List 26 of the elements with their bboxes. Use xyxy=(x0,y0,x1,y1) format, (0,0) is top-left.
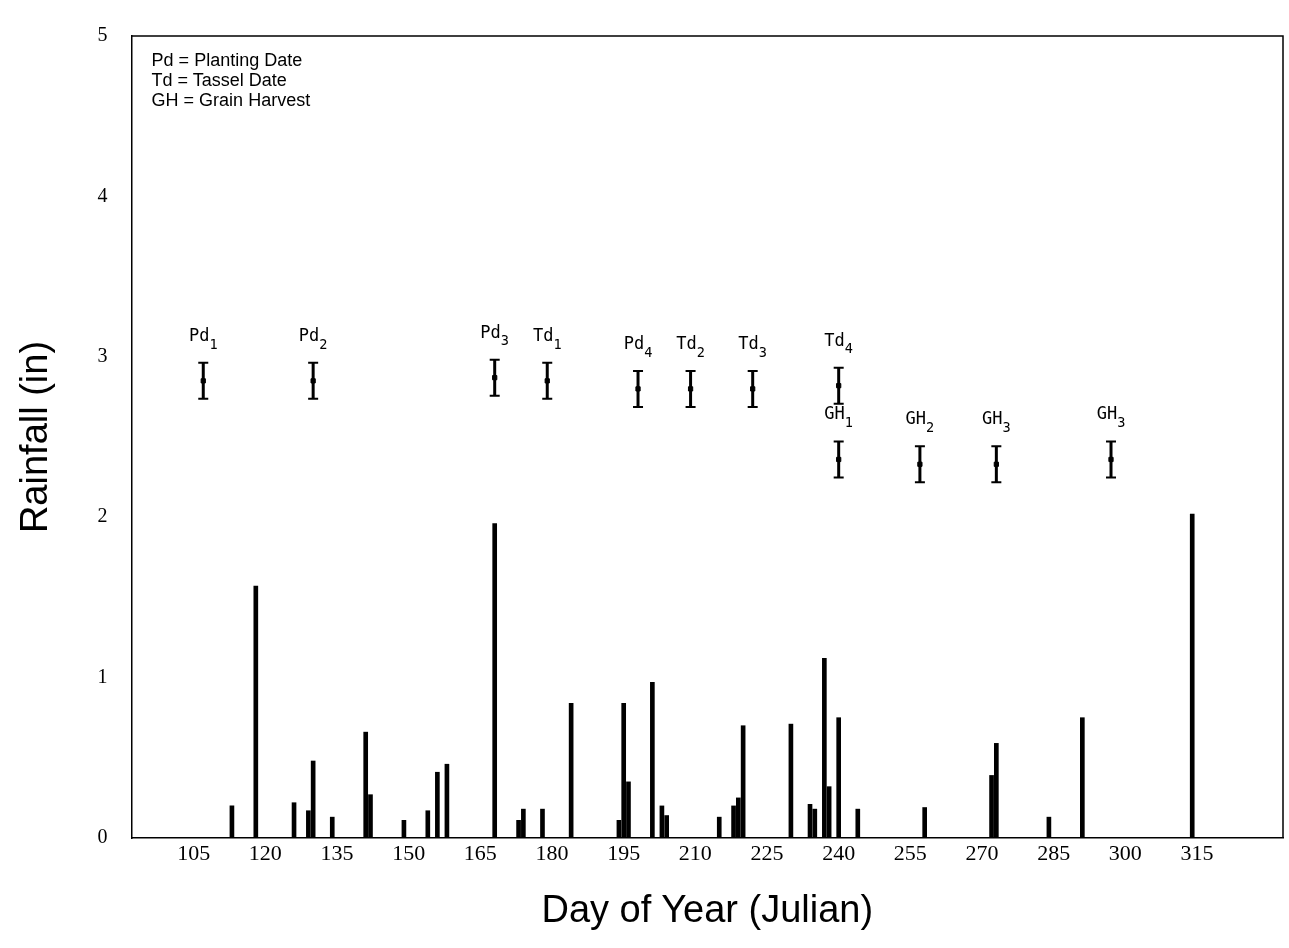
y-tick-label: 3 xyxy=(97,344,108,367)
x-tick-label: 315 xyxy=(1180,839,1214,865)
x-tick-label: 240 xyxy=(822,839,856,865)
annotation: GH = Grain Harvest xyxy=(151,90,311,110)
x-tick-label: 225 xyxy=(750,839,784,865)
y-tick-label: 1 xyxy=(97,664,108,687)
x-tick-label: 150 xyxy=(392,839,426,865)
y-axis-title: Rainfall (in) xyxy=(13,340,56,534)
x-tick-label: 165 xyxy=(463,839,497,865)
y-tick-label: 4 xyxy=(97,183,108,206)
x-tick-label: 180 xyxy=(535,839,569,865)
y-tick-label: 5 xyxy=(97,23,108,46)
x-tick-label: 210 xyxy=(678,839,712,865)
x-tick-label: 135 xyxy=(320,839,354,865)
x-tick-label: 120 xyxy=(248,839,282,865)
y-tick-label: 0 xyxy=(97,825,108,848)
x-axis-title: Day of Year (Julian) xyxy=(541,887,874,930)
x-tick-label: 105 xyxy=(177,839,211,865)
y-tick-label: 2 xyxy=(97,504,108,527)
x-tick-label: 300 xyxy=(1108,839,1142,865)
x-tick-label: 255 xyxy=(893,839,927,865)
x-tick-label: 195 xyxy=(607,839,641,865)
x-tick-label: 270 xyxy=(965,839,999,865)
x-tick-label: 285 xyxy=(1037,839,1071,865)
annotation: Pd = Planting Date xyxy=(151,50,303,70)
annotation: Td = Tassel Date xyxy=(151,70,287,90)
